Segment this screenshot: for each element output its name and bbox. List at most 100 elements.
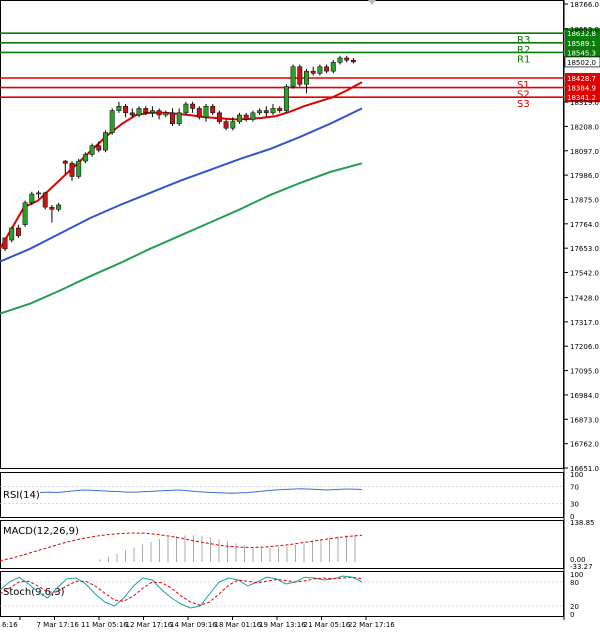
candle-body [230,121,236,129]
candle-body [223,121,229,129]
stoch-tick-label: 0 [570,611,574,619]
price-tick-label: 17542.0 [570,270,599,278]
ma-line-2 [0,107,363,263]
candle-body [237,114,242,122]
rsi-frame [0,472,564,518]
macd-signal-line [0,532,363,562]
candle-body [82,154,88,162]
level-name-r1: R1 [517,54,530,65]
level-name-r2: R2 [517,45,530,56]
candle-body [2,237,8,250]
candle-body [304,70,309,85]
candle-body [250,112,256,120]
shift-marker-icon [368,0,376,5]
time-tick-label: 14 Mar 09:16 [170,621,217,629]
level-name-r3: R3 [517,35,530,46]
candle-body [69,163,75,177]
macd-tick-label: -33.27 [570,563,593,571]
level-price-box-r3 [565,28,600,39]
candle-body [103,132,108,151]
stoch-tick-label: 20 [570,603,579,611]
rsi-label: RSI(14) [3,490,40,501]
candle-body [176,112,182,125]
current-price-label: 18502.0 [567,59,596,67]
price-tick-label: 18766.0 [570,1,599,9]
macd-tick-label: 0.00 [570,556,586,564]
candle-body [297,66,303,85]
price-tick-label: 17875.0 [570,196,599,204]
candle-body [203,105,209,118]
price-tick-label: 17764.0 [570,221,599,229]
candle-body [136,108,142,116]
candle-body [290,66,296,87]
price-tick-label: 17428.0 [570,295,599,303]
stoch-tick-label: 80 [570,579,579,587]
stoch-main-line [0,575,363,609]
background-frames [0,0,565,620]
price-tick-label: 17206.0 [570,343,599,351]
time-tick-label: 18 Mar 01:16 [215,621,262,629]
candle-body [96,145,102,151]
level-price-label-s3: 18341.2 [567,94,596,102]
indicators: RSI(14) 100 70 30 0 MACD(12,26,9) 138.85 0.00-3… [0,471,595,619]
price-tick-label: 18097.0 [570,148,599,156]
candle-body [243,114,249,120]
candle-body [29,193,35,204]
level-name-s3: S3 [517,99,530,110]
price-axis: 18766.0 18653.0 18319.0 18208.0 18097.0 17986… [564,1,599,473]
stoch-signal-line [0,576,363,606]
candle-body [56,204,62,210]
level-price-box-r1 [565,47,600,58]
price-tick-label: 17653.0 [570,245,599,253]
pivot-levels: R3 18632.8 R2 18589.1 R1 18545.3 S1 18428.7 S2 18… [0,28,600,110]
level-price-box-s1 [565,72,600,83]
candle-body [149,110,155,114]
macd-frame [0,520,564,569]
time-tick-label: 6:16 [2,621,18,629]
macd-tick-label: 138.85 [570,519,595,527]
time-tick-label: 22 Mar 17:16 [348,621,395,629]
candle-body [277,108,283,111]
price-tick-label: 18208.0 [570,123,599,131]
time-tick-label: 11 Mar 05:16 [81,621,128,629]
candle-body [109,110,115,133]
rsi-tick-label: 100 [570,471,583,479]
level-price-label-r2: 18589.1 [567,40,596,48]
candles [2,55,356,252]
rsi-tick-label: 0 [570,513,574,521]
level-price-label-r1: 18545.3 [567,49,596,57]
time-tick-label: 12 Mar 17:16 [126,621,173,629]
candle-body [324,66,330,72]
candle-body [89,145,95,155]
candle-body [190,103,196,109]
price-tick-label: 16762.0 [570,441,599,449]
candle-body [344,57,350,61]
level-price-box-s2 [565,82,600,93]
time-tick-label: 21 Mar 05:16 [304,621,351,629]
level-price-box-s3 [565,92,600,103]
candle-body [310,70,316,74]
candle-body [15,227,21,236]
level-price-label-s2: 18384.9 [567,85,596,93]
candle-body [210,105,216,114]
candle-body [22,202,28,225]
level-price-label-s1: 18428.7 [567,75,596,83]
candle-body [183,103,189,114]
candle-body [156,110,162,116]
price-tick-label: 17986.0 [570,172,599,180]
stoch-tick-label: 100 [570,571,583,579]
candle-body [317,66,323,74]
candle-body [196,108,202,118]
candle-body [263,110,269,114]
candle-body [163,112,169,116]
rsi-line [39,488,363,494]
candle-body [62,160,68,164]
rsi-tick-label: 30 [570,500,579,508]
price-tick-label: 18653.0 [570,26,599,34]
level-price-box-r2 [565,37,600,48]
candle-body [283,86,289,111]
candle-body [330,62,336,72]
price-tick-label: 17095.0 [570,368,599,376]
